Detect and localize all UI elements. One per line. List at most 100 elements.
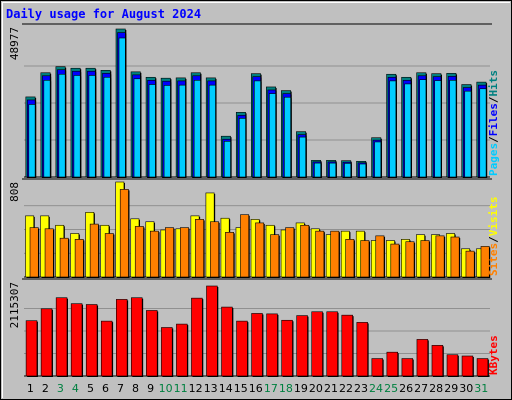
x-tick-label: 13 bbox=[204, 382, 218, 395]
sites-bar bbox=[240, 214, 250, 278]
sites-bar bbox=[180, 227, 189, 278]
legend-kbytes: KBytes bbox=[487, 335, 500, 375]
kbytes-bar bbox=[386, 351, 399, 377]
sites-bar bbox=[104, 233, 114, 278]
pages-bar bbox=[163, 85, 171, 178]
y-max-label: 808 bbox=[8, 182, 21, 202]
kbytes-bar bbox=[25, 320, 38, 377]
y-max-label: 2115307 bbox=[8, 282, 21, 328]
legend-entry: Pages bbox=[487, 143, 500, 176]
kbytes-bar bbox=[371, 358, 383, 377]
sites-bar bbox=[315, 230, 325, 278]
kbytes-bar bbox=[115, 299, 128, 377]
x-tick-label: 14 bbox=[219, 382, 233, 395]
kbytes-bar bbox=[85, 304, 98, 377]
x-tick-label: 29 bbox=[444, 382, 458, 395]
legend-entry: Visits bbox=[487, 197, 500, 237]
pages-bar bbox=[464, 90, 472, 178]
pages-bar bbox=[238, 118, 246, 178]
x-tick-label: 30 bbox=[459, 382, 473, 395]
kbytes-bar bbox=[221, 306, 233, 377]
pages-bar bbox=[28, 104, 36, 178]
pages-bar bbox=[479, 88, 487, 178]
x-tick-label: 16 bbox=[249, 382, 263, 395]
sites-bar bbox=[165, 227, 174, 278]
legend-entry: / bbox=[487, 236, 500, 243]
sites-bar bbox=[44, 228, 54, 278]
y-max-label: 48977 bbox=[8, 27, 21, 60]
sites-bar bbox=[285, 227, 295, 278]
sites-bar bbox=[420, 240, 430, 278]
sites-bar bbox=[119, 189, 129, 278]
x-tick-label: 28 bbox=[429, 382, 443, 395]
kbytes-bar bbox=[296, 315, 308, 377]
sites-bar bbox=[29, 227, 39, 278]
pages-bar bbox=[58, 73, 66, 178]
x-tick-label: 20 bbox=[309, 382, 323, 395]
x-tick-label: 27 bbox=[414, 382, 428, 395]
legend-entry: / bbox=[487, 96, 500, 103]
kbytes-bar bbox=[55, 297, 68, 377]
sites-bar bbox=[465, 250, 475, 278]
sites-bar bbox=[89, 223, 99, 278]
x-tick-label: 4 bbox=[72, 382, 79, 395]
pages-bar bbox=[419, 79, 427, 178]
sites-bar bbox=[195, 219, 204, 278]
sites-bar bbox=[149, 230, 159, 278]
pages-bar bbox=[223, 141, 231, 178]
frame-highlight-left bbox=[2, 2, 3, 398]
pages-bar bbox=[88, 75, 96, 178]
x-tick-label: 12 bbox=[189, 382, 203, 395]
x-tick-label: 5 bbox=[87, 382, 94, 395]
x-axis-labels: 1 2 3 4 5 6 7 8 9 10 11 12 13 14 15 16 17 18 19 20 21 22 23 24 2… bbox=[27, 382, 488, 395]
legend-entry: / bbox=[487, 136, 500, 143]
pages-bar bbox=[253, 80, 261, 178]
pages-bar bbox=[103, 76, 111, 178]
pages-bar bbox=[208, 84, 216, 178]
pages-bar bbox=[118, 37, 126, 178]
legend-entry: KBytes bbox=[487, 335, 500, 375]
pages-bar bbox=[344, 163, 352, 178]
kbytes-bar bbox=[131, 297, 143, 377]
kbytes-bar bbox=[311, 311, 323, 377]
kbytes-bar bbox=[40, 308, 53, 377]
sites-bar bbox=[360, 240, 370, 278]
kbytes-bar bbox=[446, 354, 459, 377]
sites-bar bbox=[435, 235, 445, 278]
legend-entry: Sites bbox=[487, 243, 500, 276]
x-tick-label: 8 bbox=[132, 382, 139, 395]
pages-bar bbox=[329, 162, 337, 178]
pages-bar bbox=[374, 141, 382, 178]
sites-bar bbox=[300, 224, 310, 278]
pages-bar bbox=[359, 163, 367, 178]
sites-bar bbox=[59, 237, 69, 278]
x-tick-label: 18 bbox=[279, 382, 293, 395]
kbytes-bar bbox=[206, 285, 218, 377]
kbytes-bar bbox=[161, 327, 173, 377]
sites-bar bbox=[134, 226, 144, 278]
sites-bar bbox=[74, 239, 84, 278]
pages-bar bbox=[299, 136, 307, 178]
kbytes-bar bbox=[176, 323, 188, 377]
kbytes-bar bbox=[476, 358, 489, 377]
legend-entry: Files bbox=[487, 103, 500, 136]
x-tick-label: 1 bbox=[27, 382, 34, 395]
panel-visits-sites: 808 Sites/Visits bbox=[8, 178, 500, 278]
kbytes-bar bbox=[251, 313, 263, 377]
x-tick-label: 22 bbox=[339, 382, 353, 395]
x-tick-label: 23 bbox=[354, 382, 368, 395]
sites-bar bbox=[210, 221, 219, 278]
x-tick-label: 15 bbox=[234, 382, 248, 395]
x-tick-label: 6 bbox=[102, 382, 109, 395]
x-tick-label: 3 bbox=[57, 382, 64, 395]
pages-bar bbox=[269, 93, 276, 178]
kbytes-bar bbox=[461, 355, 474, 377]
kbytes-bar bbox=[236, 320, 248, 377]
x-tick-label: 21 bbox=[324, 382, 338, 395]
pages-bar bbox=[178, 84, 186, 178]
frame-highlight-top bbox=[2, 2, 510, 3]
kbytes-bar bbox=[191, 297, 203, 377]
kbytes-bar bbox=[281, 319, 293, 377]
